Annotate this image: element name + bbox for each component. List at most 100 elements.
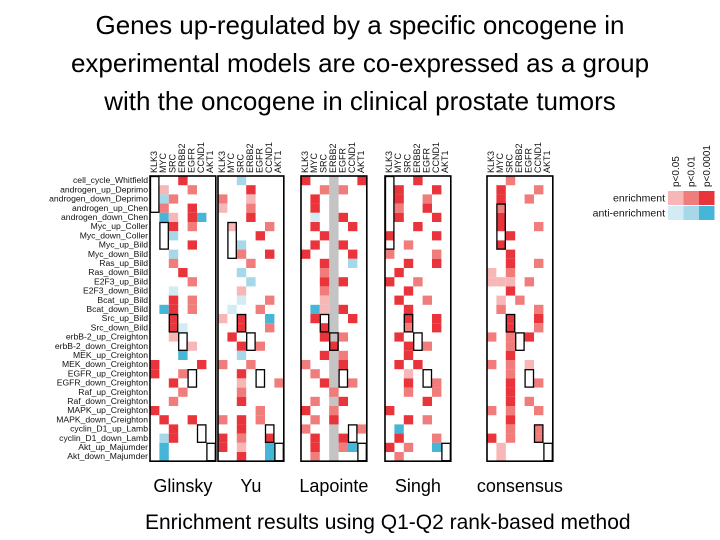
heatmap-cell — [505, 360, 516, 370]
heatmap-cell — [403, 415, 414, 425]
heatmap-cell — [319, 332, 330, 342]
heatmap-cell — [178, 176, 188, 186]
heatmap-cell — [338, 212, 348, 222]
heatmap-cell — [505, 332, 516, 342]
heatmap-cell — [403, 378, 414, 388]
heatmap-cell — [338, 350, 348, 360]
heatmap-cell — [348, 249, 358, 259]
gene-set-label: MEK_up_Creighton — [73, 350, 148, 360]
heatmap-cell — [505, 341, 516, 351]
heatmap-cell — [319, 295, 330, 305]
heatmap-cell — [385, 442, 395, 452]
heatmap-cell — [236, 286, 247, 296]
heatmap-cell — [265, 452, 275, 462]
heatmap-cell — [218, 442, 228, 452]
gene-column-label: ERBB2 — [514, 143, 524, 173]
gene-set-label: cyclin_D1_up_Lamb — [70, 424, 148, 434]
dataset-label-consensus: consensus — [477, 476, 563, 496]
slide-title: Genes up-regulated by a specific oncogen… — [0, 6, 720, 120]
heatmap-cell — [197, 212, 207, 222]
heatmap-cell — [505, 277, 516, 287]
heatmap-cell — [515, 295, 525, 305]
heatmap-cell — [236, 396, 247, 406]
heatmap-cell — [403, 341, 414, 351]
heatmap-cell — [168, 396, 179, 406]
heatmap-cell — [413, 176, 423, 186]
heatmap-cell — [319, 185, 330, 195]
heatmap-cell — [432, 433, 442, 443]
gene-column-label: AKT1 — [356, 150, 366, 173]
heatmap-cell — [168, 304, 179, 314]
heatmap-cell — [236, 415, 247, 425]
heatmap-cell — [246, 185, 256, 195]
gene-column-label: ERBB2 — [328, 143, 338, 173]
oncogene-highlight-box — [227, 221, 237, 259]
heatmap-cell — [319, 304, 330, 314]
heatmap-cell — [432, 387, 442, 397]
heatmap-cell — [265, 314, 275, 324]
oncogene-highlight-box — [338, 369, 349, 388]
heatmap-cell — [159, 212, 169, 222]
gene-set-label: EGFR_down_Creighton — [57, 378, 148, 388]
oncogene-highlight-box — [413, 332, 423, 351]
heatmap-cell — [329, 341, 339, 351]
gene-column-label: CCND1 — [431, 142, 441, 173]
heatmap-cell — [432, 323, 442, 333]
heatmap-cell — [236, 442, 247, 452]
oncogene-highlight-box — [264, 424, 275, 443]
heatmap-cell — [265, 249, 275, 259]
heatmap-cell — [329, 406, 339, 416]
oncogene-highlight-box — [196, 424, 207, 443]
oncogene-highlight-box — [524, 369, 535, 388]
heatmap-cell — [524, 194, 534, 204]
heatmap-cell — [168, 194, 179, 204]
heatmap-cell — [187, 295, 197, 305]
heatmap-cell — [496, 277, 506, 287]
gene-column-label: CCND1 — [347, 142, 357, 173]
heatmap-cell — [310, 396, 320, 406]
heatmap-cell — [255, 231, 265, 241]
heatmap-cell — [505, 258, 516, 268]
heatmap-cell — [187, 415, 197, 425]
heatmap-cell — [319, 231, 330, 241]
oncogene-highlight-box — [159, 221, 169, 250]
heatmap-cell — [534, 406, 544, 416]
oncogene-highlight-box — [441, 442, 451, 462]
gene-set-label: cell_cycle_Whitfield — [73, 175, 148, 185]
gene-column-label: MYC — [226, 153, 236, 174]
heatmap-cell — [505, 231, 516, 241]
dataset-label-singh: Singh — [395, 476, 441, 496]
heatmap-cell — [187, 222, 197, 232]
heatmap-cell — [338, 442, 348, 452]
heatmap-cell — [246, 360, 256, 370]
heatmap-cell — [505, 369, 516, 379]
gene-set-label: Ras_down_Bild — [88, 267, 148, 277]
heatmap-cell — [168, 222, 179, 232]
heatmap-cell — [394, 295, 404, 305]
heatmap-cell — [496, 203, 506, 213]
heatmap-cell — [178, 350, 188, 360]
heatmap-cell — [159, 433, 169, 443]
gene-set-label: Akt_down_Majumder — [67, 451, 148, 461]
gene-column-label: SRC — [168, 153, 178, 173]
gene-column-label: SRC — [236, 153, 246, 173]
gene-column-label: SRC — [403, 153, 413, 173]
heatmap-cell — [403, 258, 414, 268]
heatmap-cell — [178, 387, 188, 397]
heatmap-cell — [413, 222, 423, 232]
heatmap-cell — [246, 194, 256, 204]
heatmap-cell — [496, 295, 506, 305]
heatmap-cell — [505, 406, 516, 416]
heatmap-cell — [310, 194, 320, 204]
heatmap-cell — [487, 433, 497, 443]
heatmap-cell — [236, 323, 247, 333]
heatmap-cell — [265, 222, 275, 232]
heatmap-cell — [487, 277, 497, 287]
heatmap-cell — [236, 433, 247, 443]
heatmap-cell — [236, 369, 247, 379]
gene-column-label: AKT1 — [205, 150, 215, 173]
heatmap-cell — [432, 185, 442, 195]
heatmap-cell — [329, 415, 339, 425]
heatmap-cell — [496, 304, 506, 314]
heatmap-cell — [394, 212, 404, 222]
